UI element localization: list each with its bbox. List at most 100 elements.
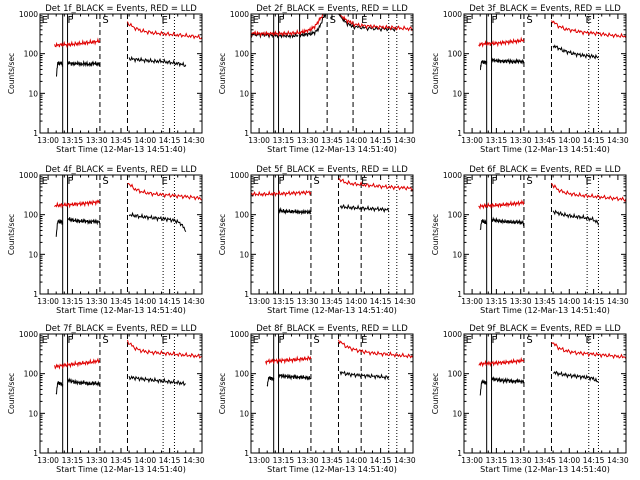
x-axis-title: Start Time (12-Mar-13 14:51:40) — [480, 306, 610, 315]
x-tick-label: 13:15 — [62, 297, 84, 306]
panel-det-7: Det 7f_BLACK = Events, RED = LLD 1 10 100 10… — [7, 324, 205, 474]
x-tick-label: 13:15 — [486, 456, 508, 465]
x-axis-title: Start Time (12-Mar-13 14:51:40) — [56, 306, 186, 315]
lld-series-line — [251, 189, 312, 198]
lld-series-line — [54, 357, 101, 370]
panel-det-3: Det 3f_BLACK = Events, RED = LLD 1 10 100 10… — [431, 4, 629, 154]
x-axis-title: Start Time (12-Mar-13 14:51:40) — [267, 465, 397, 474]
y-axis-title: Counts/sec — [7, 373, 16, 414]
lld-series-line — [251, 28, 301, 38]
y-tick-label: 100 — [24, 370, 39, 379]
lld-series-line — [299, 14, 328, 35]
interval-marker: E — [42, 335, 48, 346]
interval-marker: F — [68, 176, 74, 187]
x-tick-label: 13:00 — [37, 297, 59, 306]
x-tick-label: 14:00 — [134, 136, 156, 145]
x-tick-label: 14:15 — [159, 136, 181, 145]
plot-frame — [39, 333, 203, 454]
x-tick-label: 13:45 — [321, 136, 343, 145]
plot-data — [478, 14, 626, 133]
y-tick-label: 1000 — [19, 10, 38, 19]
y-axis-title: Counts/sec — [431, 53, 440, 94]
panel-title: Det 3f_BLACK = Events, RED = LLD — [469, 4, 621, 14]
events-series-line — [55, 380, 64, 395]
interval-marker: E — [361, 15, 367, 26]
panel-title: Det 9f_BLACK = Events, RED = LLD — [469, 324, 621, 334]
x-tick-label: 14:30 — [394, 456, 416, 465]
x-tick-label: 14:15 — [159, 456, 181, 465]
y-tick-label: 1 — [33, 290, 38, 299]
events-series-line — [552, 209, 599, 226]
x-tick-label: 13:15 — [273, 297, 295, 306]
y-tick-label: 1000 — [230, 10, 249, 19]
x-tick-label: 13:00 — [461, 456, 483, 465]
x-tick-label: 13:45 — [110, 297, 132, 306]
interval-marker: F — [279, 335, 285, 346]
x-tick-label: 14:30 — [607, 297, 629, 306]
x-tick-label: 13:00 — [461, 297, 483, 306]
interval-marker: E — [361, 176, 367, 187]
x-tick-label: 14:15 — [583, 136, 605, 145]
lld-series-line — [478, 199, 525, 210]
events-series-line — [299, 14, 328, 38]
y-tick-label: 1 — [33, 449, 38, 458]
y-tick-label: 10 — [239, 409, 249, 418]
panel-title: Det 4f_BLACK = Events, RED = LLD — [45, 165, 197, 175]
x-tick-label: 13:30 — [86, 297, 108, 306]
y-axis-title: Counts/sec — [431, 373, 440, 414]
plot-frame — [250, 174, 414, 295]
events-series-line — [479, 379, 488, 396]
x-tick-label: 13:30 — [297, 297, 319, 306]
panel-title: Det 6f_BLACK = Events, RED = LLD — [469, 165, 621, 175]
x-tick-label: 13:00 — [461, 136, 483, 145]
interval-marker: E — [162, 176, 168, 187]
plot-data — [54, 334, 202, 453]
x-tick-label: 13:30 — [510, 297, 532, 306]
events-series-line — [67, 59, 101, 68]
x-tick-label: 14:00 — [345, 136, 367, 145]
plot-data — [265, 334, 413, 453]
lld-series-line — [352, 22, 413, 32]
interval-marker: S — [526, 176, 532, 187]
y-tick-label: 10 — [239, 89, 249, 98]
panel-det-2: Det 2f_BLACK = Events, RED = LLD 1 10 100 10… — [218, 4, 416, 154]
interval-marker: E — [586, 335, 592, 346]
interval-marker: E — [586, 176, 592, 187]
events-series-line — [491, 216, 525, 227]
x-tick-label: 14:00 — [558, 456, 580, 465]
x-tick-label: 13:15 — [273, 456, 295, 465]
interval-marker: S — [526, 335, 532, 346]
interval-marker: E — [253, 176, 259, 187]
plot-data — [54, 175, 202, 294]
x-tick-label: 14:15 — [159, 297, 181, 306]
lld-series-line — [338, 339, 413, 359]
x-axis-title: Start Time (12-Mar-13 14:51:40) — [56, 145, 186, 154]
y-axis-title: Counts/sec — [7, 53, 16, 94]
plot-frame — [39, 174, 203, 295]
x-tick-label: 14:00 — [134, 456, 156, 465]
panel-title: Det 8f_BLACK = Events, RED = LLD — [256, 324, 408, 334]
interval-marker: F — [68, 335, 74, 346]
x-tick-label: 13:30 — [510, 456, 532, 465]
plot-data — [478, 334, 626, 453]
y-tick-label: 1000 — [443, 330, 462, 339]
lld-series-line — [478, 36, 525, 48]
lld-series-line — [265, 355, 312, 366]
lld-series-line — [551, 182, 626, 203]
x-tick-label: 13:45 — [110, 136, 132, 145]
x-axis-title: Start Time (12-Mar-13 14:51:40) — [267, 306, 397, 315]
interval-marker: E — [586, 15, 592, 26]
y-tick-label: 1 — [457, 129, 462, 138]
interval-marker: S — [313, 335, 319, 346]
x-tick-label: 14:00 — [345, 456, 367, 465]
interval-marker: F — [68, 15, 74, 26]
panel-det-8: Det 8f_BLACK = Events, RED = LLD 1 10 100 10… — [218, 324, 416, 474]
y-tick-label: 1000 — [230, 171, 249, 180]
x-tick-label: 13:15 — [62, 136, 84, 145]
events-series-line — [553, 370, 599, 383]
y-tick-label: 10 — [452, 409, 462, 418]
interval-marker: S — [102, 176, 108, 187]
interval-marker: E — [42, 15, 48, 26]
plot-data — [478, 175, 626, 294]
lld-series-line — [127, 21, 202, 40]
